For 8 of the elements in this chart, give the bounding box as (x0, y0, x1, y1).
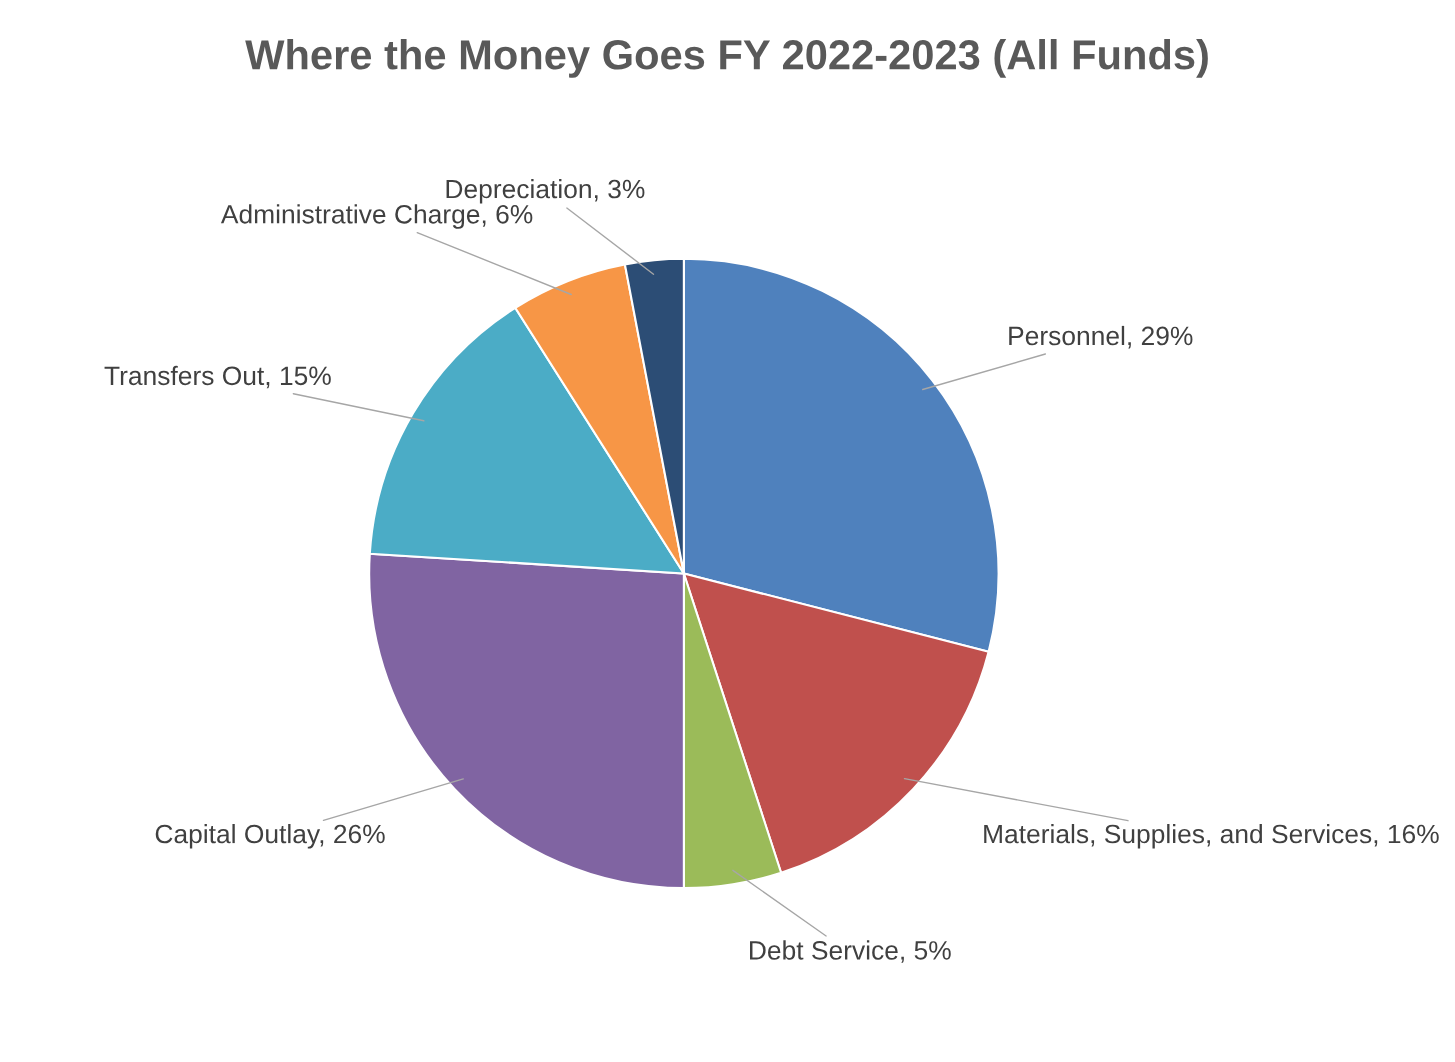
slice-label: Capital Outlay, 26% (155, 823, 385, 849)
slice-label: Transfers Out, 15% (104, 365, 331, 389)
slice-label: Materials, Supplies, and Services, 16% (984, 823, 1439, 849)
slice-label: Depreciation, 3% (446, 178, 645, 204)
slice-label: Administrative Charge, 6% (220, 204, 533, 229)
chart-title: Where the Money Goes FY 2022-2023 (All Funds) (245, 38, 1208, 78)
slice-label: Debt Service, 5% (750, 940, 951, 963)
slice-label: Personnel, 29% (1009, 325, 1193, 349)
